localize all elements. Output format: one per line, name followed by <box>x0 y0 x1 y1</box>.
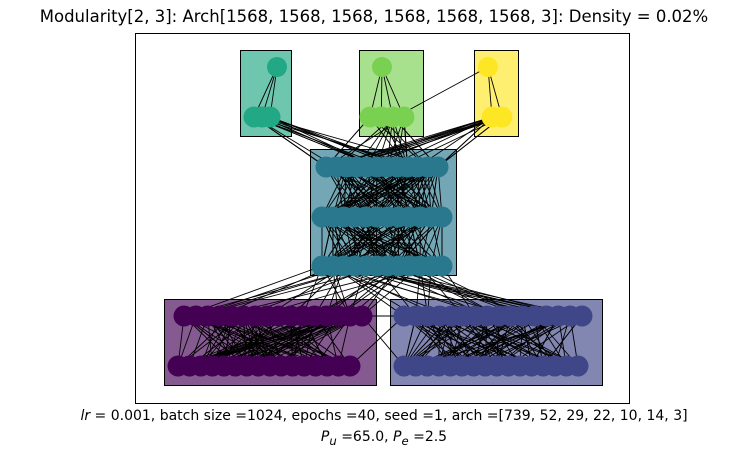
node <box>267 57 287 77</box>
edge <box>361 315 405 367</box>
edge <box>437 116 493 168</box>
pe-subscript: e <box>401 433 409 448</box>
caption-line-2: Pu =65.0, Pe =2.5 <box>0 429 748 448</box>
edge <box>395 66 489 118</box>
node <box>372 57 392 77</box>
lr-symbol: lr <box>80 408 91 424</box>
node <box>259 106 281 128</box>
axes-frame <box>135 33 630 404</box>
node <box>431 206 453 228</box>
node <box>393 106 415 128</box>
pe-symbol: P <box>393 429 402 445</box>
node <box>431 255 453 277</box>
pu-symbol: P <box>320 429 330 445</box>
node <box>339 355 361 377</box>
nodes-group <box>167 57 593 377</box>
node <box>491 106 513 128</box>
edge <box>349 315 405 367</box>
caption-params: = 0.001, batch size =1024, epochs =40, s… <box>90 408 688 424</box>
node <box>427 156 449 178</box>
pe-value: =2.5 <box>408 429 448 445</box>
node <box>567 355 589 377</box>
caption-line-1: lr = 0.001, batch size =1024, epochs =40… <box>0 408 748 424</box>
node <box>351 305 373 327</box>
figure-title: Modularity[2, 3]: Arch[1568, 1568, 1568,… <box>39 7 709 26</box>
pu-subscript: u <box>329 433 337 448</box>
node <box>478 57 498 77</box>
pu-value: =65.0, <box>336 429 394 445</box>
node <box>571 305 593 327</box>
